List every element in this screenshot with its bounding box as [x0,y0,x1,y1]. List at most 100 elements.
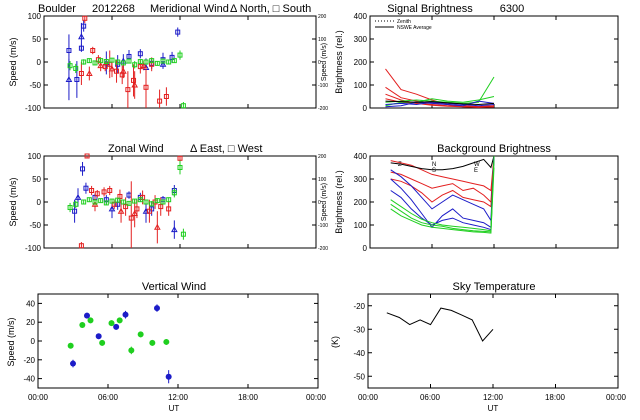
meridional-point [160,58,166,64]
meridional-point [131,81,139,88]
zonal-point [143,199,149,205]
zonal-panel: Zonal Wind Δ East, □ West Speed (m/s) Sp… [8,143,328,253]
signal-series-line [385,100,495,106]
sky-ytick-label: -30 [353,325,365,334]
background-series-line [390,167,495,234]
zonal-point [78,243,84,249]
vertical-point [70,360,76,367]
vertical-point [113,323,120,330]
x-label-right: UT [488,404,499,413]
meridional-point [132,62,138,68]
zonal-point [98,198,104,204]
meridional-y2tick-label: 100 [318,37,327,43]
meridional-point [85,69,93,76]
zonal-point [137,197,143,203]
vertical-point [163,338,170,345]
background-series-line [390,155,495,232]
meridional-title-name: Meridional Wind [150,3,229,15]
meridional-point [115,59,121,65]
meridional-point [98,58,104,64]
x-tick-labels-right: 00:00 06:00 12:00 18:00 00:00 UT [358,393,627,413]
meridional-y2tick-label: -200 [318,106,328,112]
zonal-point [89,188,95,193]
meridional-panel: Boulder 2012268 Meridional Wind Δ North,… [8,3,328,113]
zonal-point [180,231,186,237]
meridional-point [177,52,183,58]
zonal-point [92,199,98,205]
vertical-title: Vertical Wind [142,281,206,293]
sky-title: Sky Temperature [453,281,536,293]
zonal-point [123,204,129,210]
background-title: Background Brightness [437,143,551,155]
signal-ylabel: Brightness (rel.) [334,30,344,94]
signal-title-wavelength: 6300 [500,3,524,15]
background-series-line [390,155,495,192]
x-tick-left-0: 00:00 [28,393,49,402]
zonal-point [74,193,82,200]
x-tick-labels-left: 00:00 06:00 12:00 18:00 00:00 UT [28,393,327,413]
vertical-point [87,317,94,324]
background-series-line [390,155,495,223]
signal-series-line [385,96,495,107]
meridional-point [131,77,137,83]
vertical-ytick-label: 20 [26,318,35,327]
signal-series-line [385,100,495,108]
x-tick-right-4: 00:00 [606,393,627,402]
zonal-point [126,200,132,206]
background-series-line [390,155,495,231]
vertical-point [149,339,156,346]
zonal-y2tick-label: -200 [318,246,328,252]
meridional-point [81,59,87,65]
zonal-ytick-label: 0 [37,198,42,207]
zonal-point [80,166,86,172]
sky-panel: Sky Temperature (K) -20 -30 -40 -50 [330,281,619,389]
background-series-line [390,155,495,171]
vertical-ytick-label: -20 [23,356,35,365]
zonal-ytick-label: -100 [25,244,42,253]
zonal-title-legend: Δ East, □ West [190,143,262,155]
vertical-point [67,342,74,349]
zonal-point [83,185,89,191]
zonal-point [107,188,113,193]
meridional-point [73,65,79,71]
zonal-ytick-label: 100 [28,152,42,161]
meridional-point [74,76,80,82]
sky-series-line [386,307,494,342]
vertical-ylabel: Speed (m/s) [6,317,16,366]
meridional-point [171,58,177,64]
sky-axes [367,293,619,389]
meridional-point [65,75,73,82]
zonal-point [84,153,90,159]
background-ytick-label: 300 [354,175,368,184]
zonal-point [73,201,79,207]
zonal-title-name: Zonal Wind [108,143,164,155]
x-tick-right-2: 12:00 [483,393,504,402]
zonal-point [146,208,152,214]
background-series-line [390,155,495,208]
x-tick-right-0: 00:00 [358,393,379,402]
zonal-point [166,206,172,212]
meridional-point [137,51,143,57]
zonal-point [109,198,115,204]
zonal-point [158,204,164,210]
zonal-y2tick-label: 0 [318,200,321,206]
meridional-point [66,48,72,53]
signal-legend-zenith: Zenith [397,19,411,25]
signal-ytick-label: 100 [354,81,368,90]
x-label-left: UT [169,404,180,413]
background-ytick-label: 100 [354,221,368,230]
zonal-point [67,205,73,211]
meridional-point [157,98,163,104]
meridional-point [92,60,98,66]
background-series-line [390,155,495,229]
meridional-point [86,58,92,64]
meridional-ytick-label: -50 [29,81,41,90]
sky-ytick-label: -50 [353,372,365,381]
background-legend-s: S [432,168,436,174]
background-legend-e: E [474,168,478,174]
meridional-point [103,59,109,65]
zonal-point [108,205,116,212]
zonal-marks: 100 50 0 -50 -100 200 100 0 -100 -200 [25,152,328,253]
vertical-point [108,320,115,327]
